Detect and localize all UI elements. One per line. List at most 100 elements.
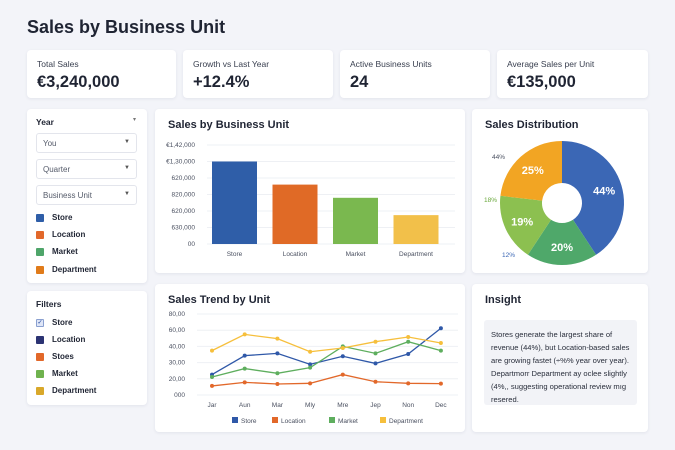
filter-stoes[interactable]: Stoes [36,352,74,361]
data-point [242,353,247,358]
y-tick-label: 30,00 [169,360,186,367]
collapse-icon[interactable]: ▾ [132,117,136,123]
series-line-department [211,333,442,353]
swatch-icon [36,247,44,256]
y-tick-label: 40,00 [169,343,186,350]
chevron-down-icon: ▼ [124,191,130,197]
pie-chart-title: Sales Distribution [485,119,579,131]
x-tick-label: Market [346,251,366,258]
legend-item: Market [36,247,78,256]
slice-label: 44% [593,185,615,197]
data-point [406,335,411,340]
x-tick-label: Store [227,251,243,258]
legend-label: Market [52,247,78,256]
filter-label: Market [52,369,78,378]
filter-label: Store [52,318,73,327]
y-tick-label: 620,000 [172,175,196,182]
legend-label: Department [52,265,97,274]
slice-label: 19% [511,217,533,229]
filters-panel: Filters ✓ Store Location Stoes Market Dep… [27,291,147,405]
data-point [438,326,443,331]
kpi-value: 24 [350,73,369,91]
page-title: Sales by Business Unit [27,17,226,37]
x-tick-label: Aun [239,402,251,409]
kpi-label: Total Sales [37,59,79,69]
y-tick-label: €1,42,000 [166,142,195,149]
legend-label: Department [389,418,423,425]
x-tick-label: Non [402,402,414,409]
data-point [406,381,411,386]
kpi-total-sales: Total Sales €3,240,000 [27,50,176,98]
data-point [373,339,378,344]
kpi-average-sales: Average Sales per Unit €135,000 [497,50,648,98]
kpi-value: +12.4% [193,73,250,91]
legend-label: Location [52,230,86,239]
series-line-market [211,341,442,378]
filters-heading: Filters [36,299,62,309]
data-point [438,381,443,386]
bar-chart-card: Sales by Business Unit 00 630,000 620,000 8… [155,109,465,273]
swatch-icon [36,369,44,378]
legend-label: Store [52,213,73,222]
pie-slice [527,219,597,265]
year-select[interactable]: You ▼ [36,133,137,153]
data-point [210,375,214,380]
y-tick-label: 820,000 [172,192,196,199]
data-point [275,371,280,376]
select-value: Quarter [43,165,71,174]
bar-chart-title: Sales by Business Unit [168,119,290,131]
outer-label: 18% [484,197,497,204]
line-chart-card: Sales Trend by Unit 000 20,00 30,00 40,00 60… [155,284,465,432]
kpi-label: Average Sales per Unit [507,59,595,69]
data-point [373,379,378,384]
x-tick-label: Department [399,251,433,258]
kpi-growth: Growth vs Last Year +12.4% [183,50,333,98]
data-point [308,381,313,386]
data-point [438,340,443,345]
data-point [340,372,345,377]
data-point [210,383,214,388]
data-point [242,366,247,371]
data-point [340,354,345,359]
x-tick-label: Location [283,251,308,258]
filter-label: Stoes [52,352,74,361]
filter-store[interactable]: ✓ Store [36,318,72,327]
y-tick-label: 620,000 [172,208,196,215]
swatch-icon [36,352,44,361]
legend-item: Location [36,230,85,239]
data-point [308,365,313,370]
y-tick-label: 80,00 [169,311,186,318]
controls-panel: Year ▾ You ▼ Quarter ▼ Business Unit ▼ Stor… [27,109,147,283]
legend-label: Store [241,418,257,425]
quarter-select[interactable]: Quarter ▼ [36,159,137,179]
filter-location[interactable]: Location [36,335,85,344]
filter-label: Location [52,335,86,344]
series-line-location [211,373,441,387]
chevron-down-icon: ▼ [124,139,130,145]
pie-slice [500,195,552,255]
kpi-label: Active Business Units [350,59,432,69]
filter-department[interactable]: Department [36,386,96,395]
legend-item: Store [36,213,72,222]
business-unit-select[interactable]: Business Unit ▼ [36,185,137,205]
legend-item: Department [36,265,96,274]
line-chart: 000 20,00 30,00 40,00 60,00 80,00 Jar Aun Mar Mly… [169,311,458,425]
pie-chart: 44% 20% 19% 25% 44% 18% 12% [484,141,624,265]
x-tick-label: Jar [207,402,217,409]
swatch-icon [36,335,44,344]
swatch-icon [36,230,44,239]
x-tick-label: Mar [272,402,284,409]
filter-market[interactable]: Market [36,369,78,378]
x-tick-label: Dec [435,402,447,409]
swatch-icon [36,265,44,274]
series-line-store [211,327,442,376]
kpi-value: €135,000 [507,73,576,91]
checkbox-checked-icon[interactable]: ✓ [36,318,44,327]
y-tick-label: 20,00 [169,376,186,383]
data-point [373,361,378,366]
legend-swatch-icon [380,417,386,423]
bar-chart: 00 630,000 620,000 820,000 620,000 €1,30,000 €… [166,142,455,258]
x-tick-label: Mre [337,402,349,409]
kpi-active-units: Active Business Units 24 [340,50,490,98]
select-value: You [43,139,57,148]
